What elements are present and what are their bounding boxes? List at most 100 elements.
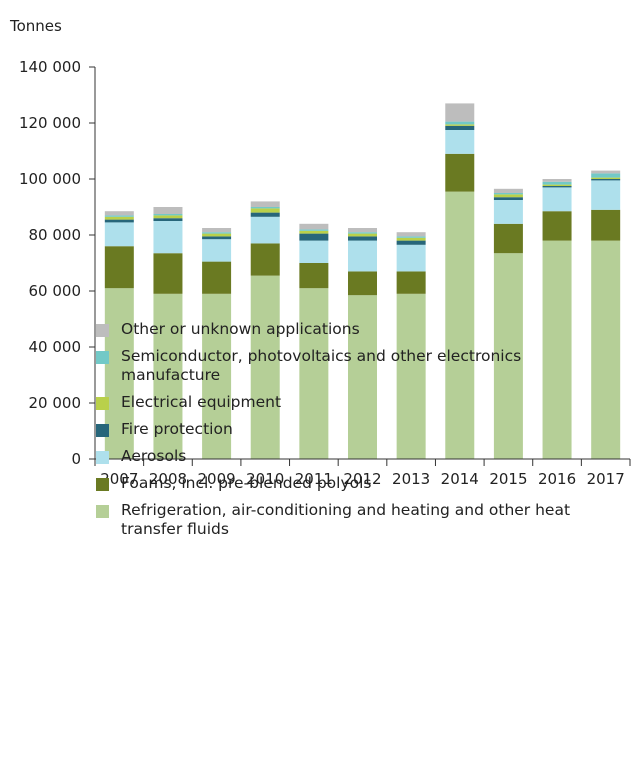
legend-swatch xyxy=(96,451,109,464)
y-axis: 0 20 000 40 000 60 000 80 000 100 000 120 000 1… xyxy=(19,58,96,468)
legend-label: Fire protection xyxy=(121,420,233,438)
y-tick-label: 40 000 xyxy=(29,338,82,356)
bar-segment xyxy=(591,173,621,178)
y-tick-label: 60 000 xyxy=(29,282,82,300)
bar-segment xyxy=(104,216,134,220)
bar-segment xyxy=(104,222,134,247)
bar-segment xyxy=(299,230,329,234)
bar-segment xyxy=(396,240,426,245)
bar-segment xyxy=(153,207,183,214)
legend-item: Semiconductor, photovoltaics and other e… xyxy=(96,347,596,385)
bar-segment xyxy=(202,261,232,294)
bar-segment xyxy=(396,293,426,459)
legend-item: Fire protection xyxy=(96,420,596,439)
bar-segment xyxy=(445,103,475,122)
y-tick-label: 0 xyxy=(71,450,81,468)
legend-item: Electrical equipment xyxy=(96,393,596,412)
legend-item: Foams, incl. pre-blended polyols xyxy=(96,474,596,493)
bar-segment xyxy=(104,215,134,217)
y-tick-label: 120 000 xyxy=(19,114,81,132)
bar-segment xyxy=(445,153,475,192)
x-tick-label: 2012 xyxy=(343,470,381,488)
legend-label: Refrigeration, air-conditioning and heat… xyxy=(121,501,571,538)
bar-segment xyxy=(348,240,377,272)
bar-segment xyxy=(493,197,523,200)
y-tick-label: 100 000 xyxy=(19,170,81,188)
bar-segment xyxy=(445,125,475,130)
bar-segment xyxy=(591,177,621,179)
legend-swatch xyxy=(96,505,109,518)
bar-segment xyxy=(104,246,134,289)
bar-segment xyxy=(202,239,232,262)
legend: Other or unknown applications Semiconduct… xyxy=(96,320,596,547)
x-axis: 2007 2008 2009 2010 2011 2012 2013 2014 2015 2016… xyxy=(94,458,631,488)
bar-segment xyxy=(299,229,329,231)
bar-segment xyxy=(348,271,377,296)
bar-segment xyxy=(396,271,426,294)
y-tick-label: 20 000 xyxy=(29,394,82,412)
legend-swatch xyxy=(96,397,109,410)
bar-segment xyxy=(591,179,621,181)
bars xyxy=(104,103,621,459)
legend-swatch xyxy=(96,351,109,364)
bar-segment xyxy=(542,187,572,212)
bar-segment xyxy=(591,240,621,459)
bar-segment xyxy=(202,236,232,240)
bar-segment xyxy=(104,211,134,216)
bar-segment xyxy=(591,180,621,210)
legend-item: Refrigeration, air-conditioning and heat… xyxy=(96,501,596,539)
bar-segment xyxy=(542,186,572,188)
bar-segment xyxy=(153,218,183,221)
y-tick-label: 80 000 xyxy=(29,226,82,244)
bar-segment xyxy=(202,228,232,233)
bar-segment xyxy=(299,263,329,289)
bar-segment xyxy=(591,209,621,241)
bar-segment xyxy=(250,212,280,217)
legend-label: Foams, incl. pre-blended polyols xyxy=(121,474,372,492)
bar-segment xyxy=(493,193,523,195)
bar-segment xyxy=(348,295,377,459)
bar-segment xyxy=(542,184,572,186)
bar-segment xyxy=(493,253,523,459)
bar-segment xyxy=(348,232,377,234)
legend-label: Other or unknown applications xyxy=(121,320,360,338)
bar-segment xyxy=(153,293,183,459)
bar-segment xyxy=(493,194,523,198)
bar-segment xyxy=(396,237,426,241)
bar-segment xyxy=(153,253,183,294)
bar-segment xyxy=(396,244,426,272)
bar-segment xyxy=(104,288,134,459)
bar-segment xyxy=(202,293,232,459)
bar-segment xyxy=(542,179,572,182)
legend-item: Other or unknown applications xyxy=(96,320,596,339)
bar-segment xyxy=(299,240,329,263)
bar-segment xyxy=(445,191,475,459)
bar-segment xyxy=(250,207,280,209)
x-tick-label: 2013 xyxy=(392,470,430,488)
x-tick-label: 2010 xyxy=(246,470,284,488)
bar-segment xyxy=(104,219,134,223)
y-tick-label: 140 000 xyxy=(19,58,81,76)
bar-segment xyxy=(348,233,377,237)
legend-swatch xyxy=(96,478,109,491)
bar-segment xyxy=(445,130,475,154)
bar-segment xyxy=(396,232,426,237)
unit-label: Tonnes xyxy=(9,17,62,35)
x-tick-label: 2008 xyxy=(149,470,187,488)
bar-segment xyxy=(493,200,523,224)
bar-segment xyxy=(250,216,280,244)
legend-label: Aerosols xyxy=(121,447,187,465)
bar-segment xyxy=(542,181,572,185)
bar-segment xyxy=(153,221,183,254)
x-tick-label: 2011 xyxy=(295,470,333,488)
bar-segment xyxy=(542,211,572,241)
bar-segment xyxy=(153,215,183,219)
bar-segment xyxy=(299,233,329,241)
x-tick-label: 2017 xyxy=(587,470,625,488)
x-tick-label: 2016 xyxy=(538,470,576,488)
legend-item: Aerosols xyxy=(96,447,596,466)
bar-segment xyxy=(250,275,280,459)
bar-segment xyxy=(445,121,475,125)
bar-segment xyxy=(348,236,377,241)
